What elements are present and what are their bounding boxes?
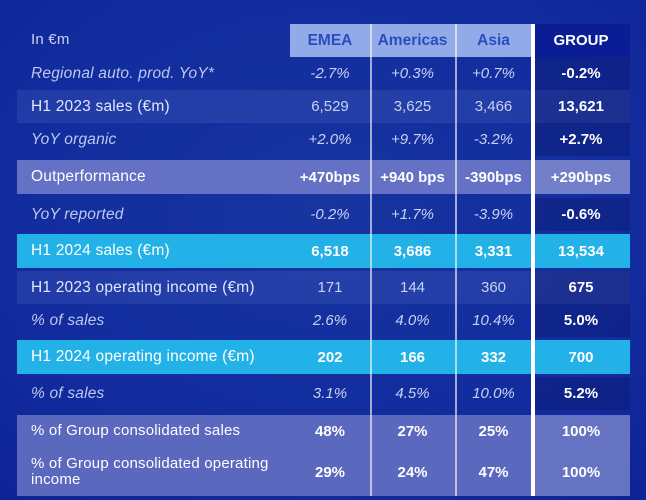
table-row: % of Group consolidated sales 48% 27% 25… <box>17 415 630 448</box>
cell-asia: 47% <box>478 463 509 481</box>
cell-asia: -3.2% <box>473 131 514 148</box>
cell-group: 13,621 <box>532 90 630 123</box>
cell-group: -0.6% <box>532 198 630 231</box>
cell-asia: -390bps <box>465 168 522 186</box>
table-row: H1 2023 operating income (€m) 171 144 36… <box>17 271 630 304</box>
cell-asia: 3,466 <box>474 98 513 115</box>
table-row: Outperformance +470bps +940 bps -390bps … <box>17 160 630 194</box>
row-label: YoY organic <box>31 130 117 148</box>
cell-group: 13,534 <box>558 242 604 260</box>
cell-asia: 25% <box>478 423 509 440</box>
row-label: H1 2024 sales (€m) <box>31 242 170 260</box>
cell-group: +290bps <box>532 160 630 194</box>
table-row: % of sales 3.1% 4.5% 10.0% 5.2% <box>17 377 630 410</box>
cell-emea: 171 <box>317 279 343 296</box>
row-label: Outperformance <box>31 168 146 186</box>
table-row: % of sales 2.6% 4.0% 10.4% 5.0% <box>17 304 630 337</box>
table-body: Regional auto. prod. YoY* -2.7% +0.3% +0… <box>17 57 630 496</box>
cell-americas: 27% <box>397 423 428 440</box>
cell-group: -0.2% <box>532 57 630 90</box>
column-header-group: GROUP <box>532 24 630 57</box>
row-label: % of Group consolidated operating income <box>31 454 269 488</box>
row-label: YoY reported <box>31 205 124 223</box>
cell-americas: +940 bps <box>380 168 445 186</box>
row-label: % of sales <box>31 311 105 329</box>
cell-americas: 4.5% <box>395 385 430 402</box>
cell-americas: 144 <box>399 279 426 296</box>
column-header-emea: EMEA <box>290 24 370 57</box>
row-label: Regional auto. prod. YoY* <box>31 64 215 82</box>
cell-group: +2.7% <box>532 123 630 156</box>
cell-group: 5.2% <box>532 377 630 410</box>
cell-asia: 360 <box>480 279 507 296</box>
cell-group: 100% <box>532 448 630 496</box>
table-header-row: In €m EMEA Americas Asia GROUP <box>17 24 630 57</box>
cell-asia: -3.9% <box>473 206 514 223</box>
cell-emea: 3.1% <box>312 385 348 402</box>
table-row: % of Group consolidated operating income… <box>17 448 630 496</box>
row-label: % of Group consolidated sales <box>31 422 241 440</box>
cell-americas: +1.7% <box>391 206 434 223</box>
cell-americas: +9.7% <box>391 131 434 148</box>
cell-americas: 4.0% <box>395 312 430 329</box>
cell-emea: 6,518 <box>311 242 349 260</box>
cell-group: 675 <box>532 271 630 304</box>
table-row: YoY organic +2.0% +9.7% -3.2% +2.7% <box>17 123 630 156</box>
cell-americas: +0.3% <box>391 65 434 82</box>
cell-emea: 2.6% <box>312 312 348 329</box>
table-row: H1 2024 sales (€m) 6,518 3,686 3,331 13,… <box>17 234 630 268</box>
table-row: YoY reported -0.2% +1.7% -3.9% -0.6% <box>17 198 630 231</box>
column-header-asia: Asia <box>455 24 532 57</box>
cell-emea: +470bps <box>299 168 361 186</box>
table-row: H1 2023 sales (€m) 6,529 3,625 3,466 13,… <box>17 90 630 123</box>
cell-emea: +2.0% <box>308 131 352 148</box>
cell-group: 5.0% <box>532 304 630 337</box>
cell-emea: 29% <box>314 463 346 481</box>
cell-group: 700 <box>568 348 594 366</box>
row-label: % of sales <box>31 384 105 402</box>
cell-emea: -2.7% <box>310 65 350 82</box>
cell-group: 100% <box>532 415 630 448</box>
row-label: H1 2023 operating income (€m) <box>31 278 255 296</box>
financial-results-table: In €m EMEA Americas Asia GROUP Regional … <box>17 24 630 496</box>
cell-emea: 6,529 <box>311 98 349 115</box>
row-label: H1 2023 sales (€m) <box>31 97 170 115</box>
cell-emea: -0.2% <box>310 206 350 223</box>
cell-emea: 48% <box>314 423 346 440</box>
cell-asia: 3,331 <box>474 242 513 260</box>
cell-asia: +0.7% <box>472 65 515 82</box>
cell-americas: 3,686 <box>393 242 432 260</box>
cell-americas: 3,625 <box>393 98 432 115</box>
cell-asia: 332 <box>480 348 507 366</box>
cell-americas: 24% <box>397 463 428 481</box>
column-header-americas: Americas <box>370 24 455 57</box>
unit-label: In €m <box>31 31 70 49</box>
cell-americas: 166 <box>399 348 426 366</box>
table-row: H1 2024 operating income (€m) 202 166 33… <box>17 340 630 374</box>
table-row: Regional auto. prod. YoY* -2.7% +0.3% +0… <box>17 57 630 90</box>
cell-asia: 10.4% <box>472 312 515 329</box>
cell-asia: 10.0% <box>472 385 515 402</box>
cell-emea: 202 <box>317 348 343 366</box>
row-label: H1 2024 operating income (€m) <box>31 348 255 366</box>
